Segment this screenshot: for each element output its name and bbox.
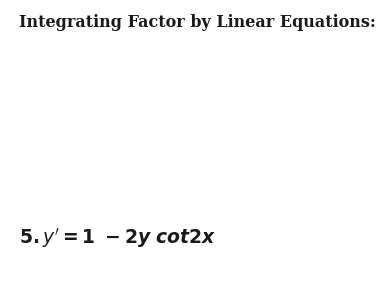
- Text: Integrating Factor by Linear Equations:: Integrating Factor by Linear Equations:: [19, 14, 376, 31]
- Text: $\mathbf{5.}\boldsymbol{y' = 1 \ - 2y \ cot2x}$: $\mathbf{5.}\boldsymbol{y' = 1 \ - 2y \ …: [19, 226, 217, 250]
